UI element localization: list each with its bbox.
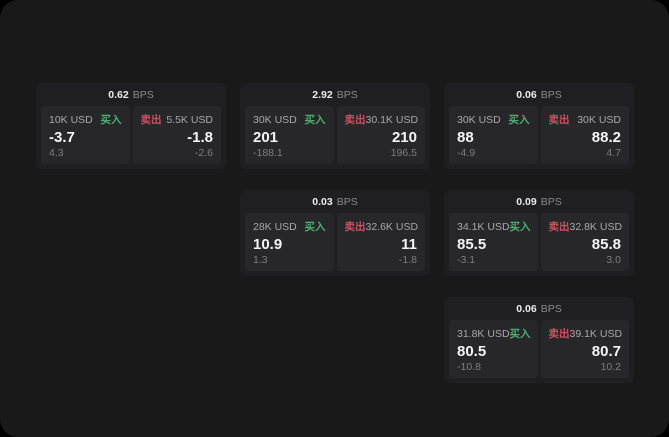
buy-side-label: 买入: [509, 328, 531, 340]
buy-panel[interactable]: 28K USD 买入 10.9 1.3: [245, 213, 334, 271]
sell-sub-value: 10.2: [600, 360, 621, 373]
sell-side-label: 卖出: [548, 221, 570, 233]
sell-amount: 32.8K USD: [569, 220, 623, 233]
card-header: 0.62 BPS: [36, 83, 226, 106]
sell-panel[interactable]: 卖出 30.1K USD 210 196.5: [336, 106, 425, 164]
buy-panel[interactable]: 34.1K USD 买入 85.5 -3.1: [449, 213, 538, 271]
buy-amount: 10K USD: [49, 113, 93, 126]
buy-side-label: 买入: [508, 114, 530, 126]
sell-amount: 30.1K USD: [365, 113, 419, 126]
sell-price: 88.2: [591, 128, 621, 146]
bps-unit: BPS: [540, 302, 562, 315]
buy-price: 80.5: [457, 342, 487, 360]
buy-sub-value: 4.3: [49, 146, 64, 159]
sell-side-label: 卖出: [548, 114, 570, 126]
buy-sub-value: -10.8: [457, 360, 481, 373]
sell-amount: 30K USD: [577, 113, 621, 126]
buy-panel[interactable]: 31.8K USD 买入 80.5 -10.8: [449, 320, 538, 378]
card-header: 0.03 BPS: [240, 190, 430, 213]
card-header: 0.06 BPS: [444, 297, 634, 320]
buy-sub-value: -3.1: [457, 253, 476, 266]
buy-side-label: 买入: [304, 114, 326, 126]
bps-value: 0.03: [312, 195, 333, 208]
buy-amount: 30K USD: [253, 113, 297, 126]
sell-price: -1.8: [187, 128, 213, 146]
quote-card[interactable]: 0.06 BPS 30K USD 买入 88 -4.9 卖出 30K USD 8…: [444, 83, 634, 169]
sell-sub-value: 3.0: [606, 253, 621, 266]
buy-amount: 28K USD: [253, 220, 297, 233]
sell-panel[interactable]: 卖出 39.1K USD 80.7 10.2: [540, 320, 629, 378]
buy-price: 201: [253, 128, 279, 146]
sell-panel[interactable]: 卖出 32.8K USD 85.8 3.0: [540, 213, 629, 271]
sell-price: 80.7: [591, 342, 621, 360]
quote-card[interactable]: 0.09 BPS 34.1K USD 买入 85.5 -3.1 卖出 32.8K…: [444, 190, 634, 276]
bps-unit: BPS: [540, 88, 562, 101]
bps-value: 0.06: [516, 88, 537, 101]
buy-panel[interactable]: 30K USD 买入 201 -188.1: [245, 106, 334, 164]
buy-sub-value: -4.9: [457, 146, 476, 159]
card-header: 0.09 BPS: [444, 190, 634, 213]
buy-sub-value: -188.1: [253, 146, 283, 159]
quote-card[interactable]: 0.03 BPS 28K USD 买入 10.9 1.3 卖出 32.6K US…: [240, 190, 430, 276]
bps-unit: BPS: [336, 88, 358, 101]
quote-card[interactable]: 0.06 BPS 31.8K USD 买入 80.5 -10.8 卖出 39.1…: [444, 297, 634, 383]
sell-sub-value: -2.6: [194, 146, 213, 159]
buy-amount: 31.8K USD: [457, 327, 510, 340]
buy-side-label: 买入: [100, 114, 122, 126]
buy-panel[interactable]: 10K USD 买入 -3.7 4.3: [41, 106, 130, 164]
sell-price: 210: [391, 128, 417, 146]
sell-sub-value: 196.5: [390, 146, 417, 159]
bps-unit: BPS: [336, 195, 358, 208]
sell-sub-value: -1.8: [398, 253, 417, 266]
sell-panel[interactable]: 卖出 30K USD 88.2 4.7: [540, 106, 629, 164]
sell-price: 11: [401, 235, 417, 253]
sell-side-label: 卖出: [344, 114, 366, 126]
sell-side-label: 卖出: [548, 328, 570, 340]
buy-amount: 34.1K USD: [457, 220, 510, 233]
sell-amount: 32.6K USD: [365, 220, 419, 233]
sell-amount: 39.1K USD: [569, 327, 623, 340]
bps-value: 2.92: [312, 88, 333, 101]
buy-price: 88: [457, 128, 474, 146]
buy-price: -3.7: [49, 128, 75, 146]
sell-panel[interactable]: 卖出 5.5K USD -1.8 -2.6: [132, 106, 221, 164]
sell-panel[interactable]: 卖出 32.6K USD 11 -1.8: [336, 213, 425, 271]
buy-amount: 30K USD: [457, 113, 501, 126]
buy-price: 85.5: [457, 235, 487, 253]
bps-unit: BPS: [540, 195, 562, 208]
card-header: 0.06 BPS: [444, 83, 634, 106]
buy-panel[interactable]: 30K USD 买入 88 -4.9: [449, 106, 538, 164]
sell-price: 85.8: [591, 235, 621, 253]
sell-sub-value: 4.7: [606, 146, 621, 159]
sell-side-label: 卖出: [140, 114, 162, 126]
sell-amount: 5.5K USD: [166, 113, 213, 126]
buy-side-label: 买入: [304, 221, 326, 233]
buy-side-label: 买入: [509, 221, 531, 233]
bps-value: 0.09: [516, 195, 537, 208]
buy-price: 10.9: [253, 235, 283, 253]
quote-card[interactable]: 0.62 BPS 10K USD 买入 -3.7 4.3 卖出 5.5K USD…: [36, 83, 226, 169]
card-header: 2.92 BPS: [240, 83, 430, 106]
quote-card[interactable]: 2.92 BPS 30K USD 买入 201 -188.1 卖出 30.1K …: [240, 83, 430, 169]
bps-unit: BPS: [132, 88, 154, 101]
bps-value: 0.06: [516, 302, 537, 315]
bps-value: 0.62: [108, 88, 129, 101]
buy-sub-value: 1.3: [253, 253, 268, 266]
sell-side-label: 卖出: [344, 221, 366, 233]
